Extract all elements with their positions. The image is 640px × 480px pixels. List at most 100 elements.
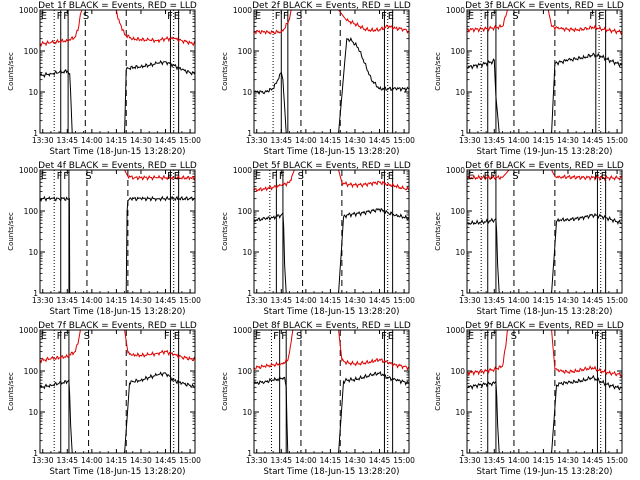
x-tick-label: 14:45: [582, 296, 604, 305]
plot-frame: [253, 329, 410, 454]
y-tick-label: 1: [247, 129, 252, 138]
y-tick-label: 10: [455, 408, 465, 417]
x-tick-label: 14:45: [582, 136, 604, 145]
x-tick-label: 14:15: [533, 456, 555, 465]
y-tick-label: 100: [238, 47, 253, 56]
x-tick-label: 13:30: [32, 296, 54, 305]
series-line-events: [254, 207, 409, 293]
y-tick-label: 100: [451, 367, 466, 376]
chart-title: Det 2f BLACK = Events, RED = LLD: [252, 1, 411, 11]
y-tick-label: 1000: [233, 326, 252, 335]
x-tick-label: 13:30: [32, 136, 54, 145]
y-tick-label: 100: [238, 207, 253, 216]
series-line-lld: [254, 10, 409, 35]
chart-title: Det 4f BLACK = Events, RED = LLD: [38, 161, 197, 171]
chart-title: Det 6f BLACK = Events, RED = LLD: [465, 161, 624, 171]
y-tick-label: 10: [455, 248, 465, 257]
x-tick-label: 15:00: [606, 296, 628, 305]
y-tick-label: 1: [460, 449, 465, 458]
x-tick-label: 15:00: [393, 136, 415, 145]
x-tick-label: 14:00: [81, 456, 103, 465]
x-tick-label: 13:30: [246, 296, 268, 305]
y-tick-label: 10: [28, 88, 38, 97]
x-tick-label: 14:30: [344, 136, 366, 145]
y-tick-label: 1000: [19, 326, 38, 335]
x-tick-label: 14:00: [295, 136, 317, 145]
region-label: F: [273, 331, 279, 342]
x-tick-label: 13:30: [459, 136, 481, 145]
plot-frame: [466, 9, 623, 134]
y-tick-label: 10: [242, 248, 252, 257]
y-tick-label: 1: [460, 289, 465, 298]
series-line-events: [254, 36, 409, 133]
y-tick-label: 10: [455, 88, 465, 97]
y-axis-label: Counts/sec: [221, 372, 229, 411]
x-axis-label: Start Time (18-Jun-15 13:28:20): [264, 307, 400, 317]
chart-panel-9: Det 9f BLACK = Events, RED = LLD Start Ti…: [434, 321, 628, 477]
x-axis-label: Start Time (18-Jun-15 13:28:20): [264, 147, 400, 157]
x-tick-label: 13:45: [483, 136, 505, 145]
y-axis-label: Counts/sec: [221, 212, 229, 251]
region-label: F: [283, 11, 289, 22]
x-tick-label: 14:30: [130, 456, 152, 465]
series-line-lld: [254, 330, 409, 371]
x-tick-label: 13:30: [459, 296, 481, 305]
chart-panel-5: Det 5f BLACK = Events, RED = LLD Start Ti…: [221, 161, 415, 317]
y-axis-label: Counts/sec: [7, 52, 15, 91]
region-label: F: [589, 11, 595, 22]
region-label: E: [388, 171, 394, 182]
x-tick-label: 14:45: [369, 136, 391, 145]
y-tick-label: 1000: [233, 6, 252, 15]
series-line-lld: [40, 170, 195, 181]
x-tick-label: 14:00: [81, 296, 103, 305]
region-label: F: [484, 11, 490, 22]
chart-title: Det 9f BLACK = Events, RED = LLD: [465, 321, 624, 331]
region-label: S: [511, 331, 517, 342]
x-tick-label: 14:30: [557, 136, 579, 145]
plot-frame: [39, 169, 196, 294]
x-tick-label: 13:45: [56, 136, 78, 145]
x-tick-label: 15:00: [179, 296, 201, 305]
x-tick-label: 13:30: [246, 136, 268, 145]
region-label: E: [388, 11, 394, 22]
x-tick-label: 13:45: [270, 456, 292, 465]
x-tick-label: 13:30: [459, 456, 481, 465]
series-line-events: [467, 52, 622, 133]
chart-panel-1: Det 1f BLACK = Events, RED = LLD Start Ti…: [7, 1, 201, 157]
region-label: F: [490, 171, 496, 182]
y-tick-label: 1000: [19, 166, 38, 175]
y-tick-label: 1: [33, 129, 38, 138]
x-tick-label: 14:00: [508, 456, 530, 465]
x-tick-label: 13:30: [246, 456, 268, 465]
y-axis-label: Counts/sec: [7, 372, 15, 411]
series-line-lld: [467, 10, 622, 36]
region-label: E: [41, 171, 47, 182]
region-label: E: [468, 171, 474, 182]
region-label: F: [594, 171, 600, 182]
x-tick-label: 14:00: [81, 136, 103, 145]
x-tick-label: 14:15: [533, 296, 555, 305]
chart-title: Det 8f BLACK = Events, RED = LLD: [252, 321, 411, 331]
region-label: F: [57, 331, 63, 342]
chart-title: Det 3f BLACK = Events, RED = LLD: [465, 1, 624, 11]
y-axis-label: Counts/sec: [434, 372, 442, 411]
x-tick-label: 14:30: [130, 136, 152, 145]
region-label: F: [164, 331, 170, 342]
series-line-events: [40, 195, 195, 293]
plot-frame: [253, 9, 410, 134]
region-label: E: [255, 171, 261, 182]
x-tick-label: 14:30: [130, 296, 152, 305]
series-line-events: [40, 59, 195, 133]
series-line-lld: [40, 10, 195, 48]
plot-frame: [253, 169, 410, 294]
region-label: E: [468, 331, 474, 342]
x-tick-label: 13:45: [270, 296, 292, 305]
plot-frame: [39, 329, 196, 454]
plot-frame: [39, 9, 196, 134]
chart-panel-4: Det 4f BLACK = Events, RED = LLD Start Ti…: [7, 161, 201, 317]
region-label: E: [41, 11, 47, 22]
y-tick-label: 10: [28, 248, 38, 257]
region-label: F: [271, 171, 277, 182]
x-tick-label: 14:45: [155, 456, 177, 465]
